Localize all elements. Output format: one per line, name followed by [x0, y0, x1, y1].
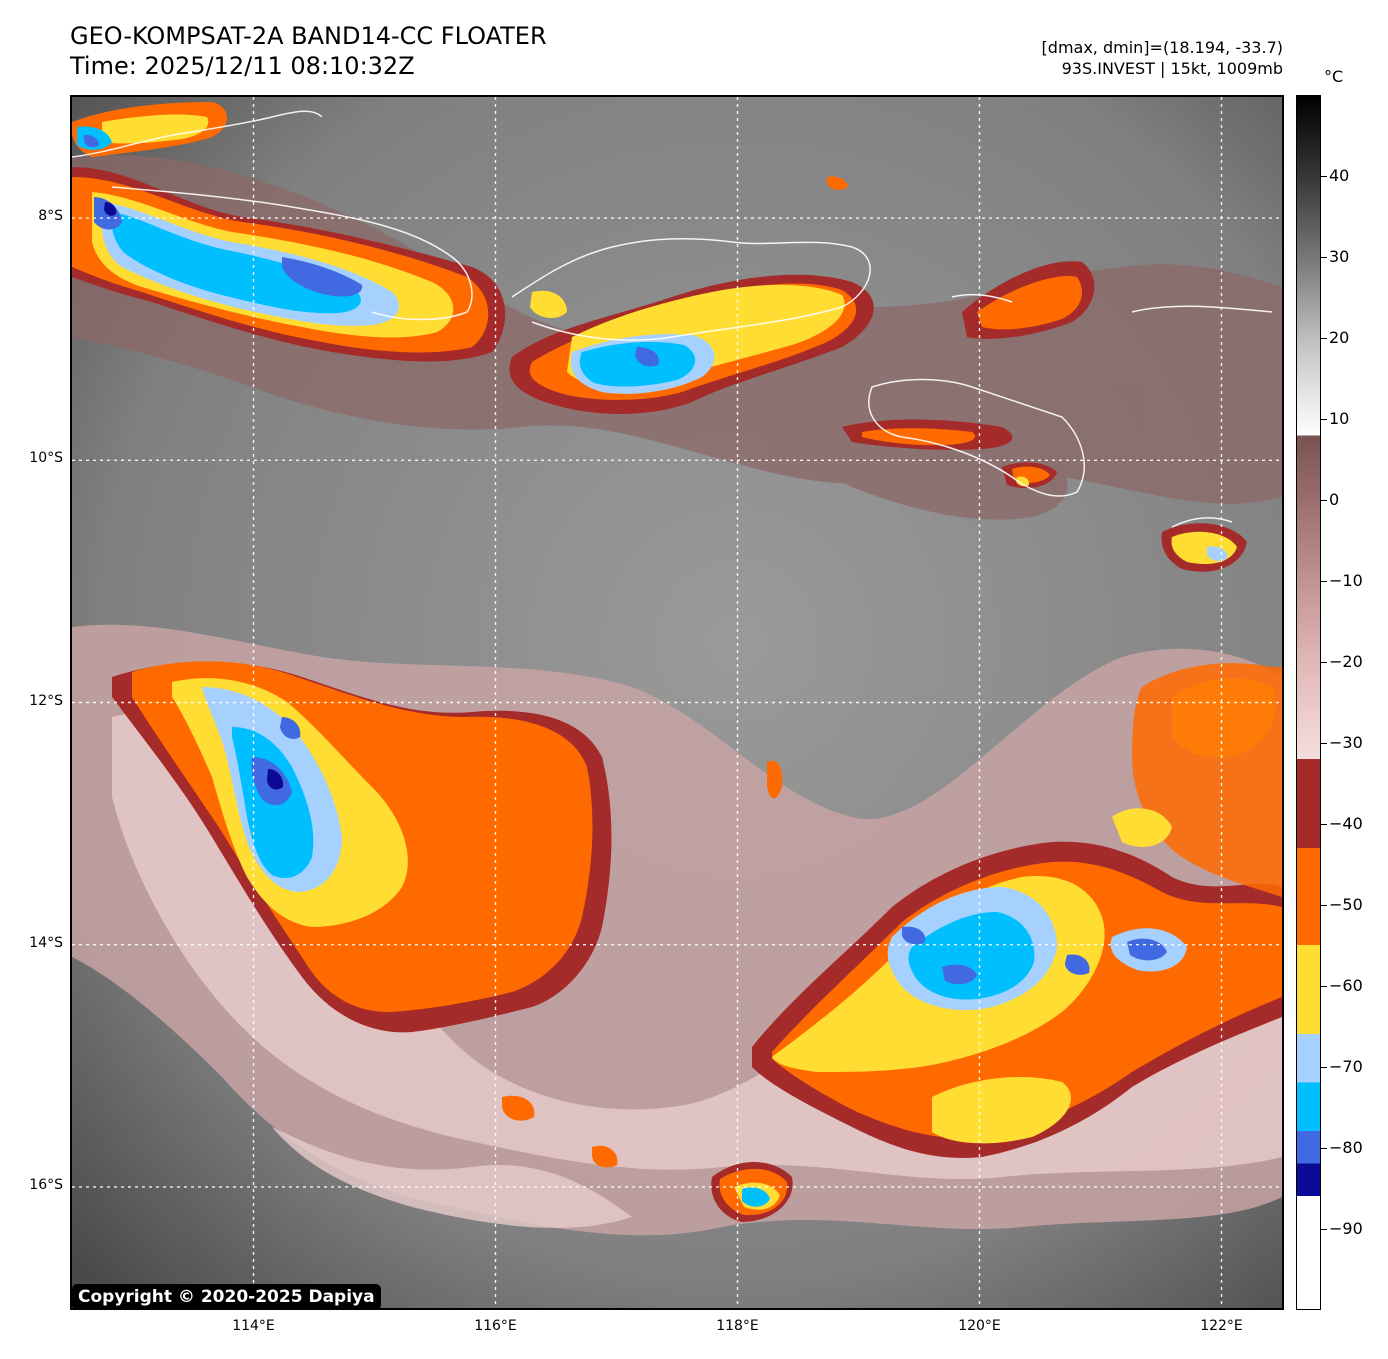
chart-time: Time: 2025/12/11 08:10:32Z [70, 52, 415, 80]
lon-label: 118°E [716, 1318, 759, 1334]
lat-label: 12°S [29, 692, 63, 709]
storm-info-label: 93S.INVEST | 15kt, 1009mb [1061, 59, 1283, 78]
lat-label: 14°S [29, 934, 63, 951]
colorbar-tick [1321, 581, 1327, 582]
satellite-map [70, 95, 1284, 1310]
storm-cell-southwest [112, 661, 612, 1033]
colorbar-tick [1321, 824, 1327, 825]
colorbar-tick [1321, 500, 1327, 501]
chart-title: GEO-KOMPSAT-2A BAND14-CC FLOATER [70, 22, 547, 50]
colorbar-tick [1321, 743, 1327, 744]
colorbar-tick-label: −90 [1329, 1219, 1363, 1238]
graticule [72, 97, 1282, 1308]
colorbar-tick-label: −40 [1329, 814, 1363, 833]
storm-cell-northeast [827, 176, 1247, 572]
colorbar-tick [1321, 1067, 1327, 1068]
colorbar-tick-label: 20 [1329, 328, 1350, 347]
data-range-label: [dmax, dmin]=(18.194, -33.7) [1041, 38, 1283, 57]
colorbar-tick [1321, 257, 1327, 258]
lon-label: 122°E [1200, 1318, 1243, 1334]
colorbar-tick-label: 40 [1329, 166, 1350, 185]
colorbar-tick-label: −30 [1329, 733, 1363, 752]
colorbar-tick-label: −60 [1329, 976, 1363, 995]
colorbar-tick [1321, 419, 1327, 420]
storm-cell-south [502, 760, 793, 1222]
lat-label: 8°S [38, 208, 63, 225]
lon-label: 114°E [232, 1318, 275, 1334]
colorbar-tick [1321, 1148, 1327, 1149]
colorbar-tick-label: −20 [1329, 652, 1363, 671]
copyright-badge: Copyright © 2020-2025 Dapiya [72, 1284, 381, 1310]
colorbar-tick-label: −50 [1329, 895, 1363, 914]
colorbar-tick [1321, 986, 1327, 987]
storm-cell-northwest-small [72, 102, 227, 157]
colorbar-tick-label: 0 [1329, 490, 1340, 509]
colorbar-tick [1321, 662, 1327, 663]
colorbar-tick [1321, 905, 1327, 906]
lat-label: 10°S [29, 450, 63, 467]
lon-label: 120°E [958, 1318, 1001, 1334]
colorbar [1296, 95, 1321, 1310]
colorbar-tick-label: 10 [1329, 409, 1350, 428]
colorbar-tick [1321, 1229, 1327, 1230]
colorbar-tick-label: −70 [1329, 1057, 1363, 1076]
colorbar-tick-label: −80 [1329, 1138, 1363, 1157]
colorbar-tick [1321, 176, 1327, 177]
colorbar-tick [1321, 338, 1327, 339]
coastlines [72, 110, 1273, 528]
lon-label: 116°E [474, 1318, 517, 1334]
storm-cell-southeast [752, 663, 1282, 1158]
colorbar-unit: °C [1324, 67, 1344, 86]
lat-label: 16°S [29, 1176, 63, 1193]
map-canvas [72, 97, 1282, 1308]
storm-cell-northwest [72, 167, 506, 362]
storm-cell-north-center [509, 274, 874, 414]
colorbar-tick-label: −10 [1329, 571, 1363, 590]
colorbar-tick-label: 30 [1329, 247, 1350, 266]
